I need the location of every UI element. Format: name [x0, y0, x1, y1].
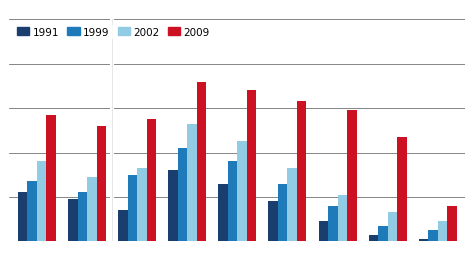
- Bar: [447, 206, 457, 241]
- Bar: [18, 193, 27, 241]
- Bar: [128, 175, 137, 241]
- Bar: [27, 182, 37, 241]
- Bar: [378, 226, 388, 241]
- Bar: [388, 213, 397, 241]
- Bar: [78, 193, 87, 241]
- Bar: [228, 162, 237, 241]
- Bar: [337, 195, 347, 241]
- Bar: [368, 235, 378, 241]
- Bar: [419, 239, 428, 241]
- Bar: [237, 142, 247, 241]
- Bar: [347, 111, 357, 241]
- Bar: [137, 168, 147, 241]
- Bar: [297, 102, 306, 241]
- Bar: [328, 206, 337, 241]
- Bar: [96, 126, 106, 241]
- Bar: [247, 91, 257, 241]
- Bar: [428, 230, 438, 241]
- Bar: [37, 162, 47, 241]
- Bar: [168, 171, 178, 241]
- Bar: [147, 120, 156, 241]
- Bar: [178, 149, 187, 241]
- Bar: [187, 124, 197, 241]
- Legend: 1991, 1999, 2002, 2009: 1991, 1999, 2002, 2009: [15, 25, 212, 40]
- Bar: [197, 82, 206, 241]
- Bar: [438, 221, 447, 241]
- Bar: [278, 184, 288, 241]
- Bar: [118, 210, 128, 241]
- Bar: [288, 168, 297, 241]
- Bar: [319, 221, 328, 241]
- Bar: [47, 115, 56, 241]
- Bar: [268, 201, 278, 241]
- Bar: [68, 199, 78, 241]
- Bar: [87, 177, 96, 241]
- Bar: [397, 137, 407, 241]
- Bar: [218, 184, 228, 241]
